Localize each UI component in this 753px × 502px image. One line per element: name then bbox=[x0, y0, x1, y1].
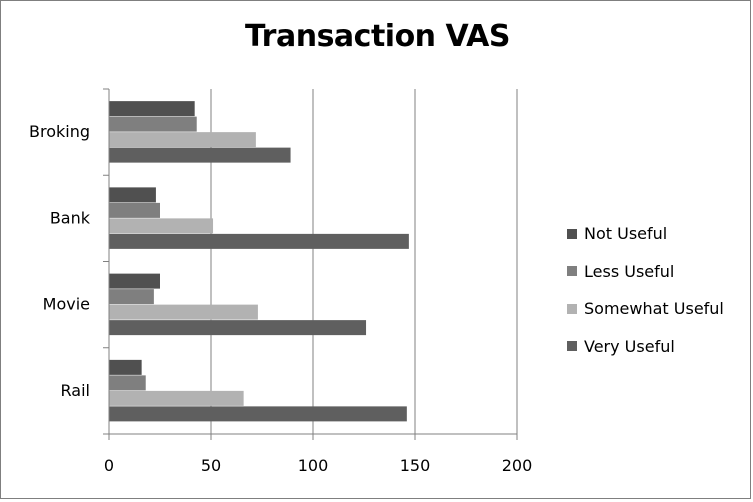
bar-broking-less-useful bbox=[109, 116, 197, 132]
legend-label: Less Useful bbox=[584, 261, 675, 281]
legend-label: Not Useful bbox=[584, 224, 668, 244]
bar-broking-somewhat-useful bbox=[109, 132, 256, 148]
bar-movie-somewhat-useful bbox=[109, 304, 258, 320]
bar-bank-very-useful bbox=[109, 233, 409, 249]
legend-item-somewhat-useful: Somewhat Useful bbox=[567, 290, 724, 328]
x-tick-label-0: 0 bbox=[104, 456, 114, 475]
bar-rail-very-useful bbox=[109, 406, 407, 422]
bar-broking-not-useful bbox=[109, 101, 195, 117]
bar-rail-somewhat-useful bbox=[109, 390, 244, 406]
bar-movie-less-useful bbox=[109, 289, 154, 305]
legend-label: Somewhat Useful bbox=[584, 299, 724, 319]
x-tick-label-100: 100 bbox=[298, 456, 329, 475]
bar-rail-less-useful bbox=[109, 375, 146, 391]
legend: Not Useful Less Useful Somewhat Useful Very… bbox=[567, 215, 724, 365]
legend-label: Very Useful bbox=[584, 336, 675, 356]
category-label-bank: Bank bbox=[50, 208, 91, 227]
legend-swatch bbox=[567, 341, 577, 352]
x-tick-label-50: 50 bbox=[201, 456, 221, 475]
bar-bank-less-useful bbox=[109, 202, 160, 218]
legend-item-less-useful: Less Useful bbox=[567, 253, 724, 291]
bar-bank-somewhat-useful bbox=[109, 218, 214, 234]
bar-broking-very-useful bbox=[109, 147, 291, 163]
category-label-movie: Movie bbox=[43, 295, 90, 314]
bar-movie-not-useful bbox=[109, 273, 160, 289]
category-label-rail: Rail bbox=[61, 381, 90, 400]
legend-swatch bbox=[567, 266, 577, 277]
legend-swatch bbox=[567, 228, 577, 239]
x-tick-label-200: 200 bbox=[502, 456, 533, 475]
legend-item-not-useful: Not Useful bbox=[567, 215, 724, 253]
legend-item-very-useful: Very Useful bbox=[567, 328, 724, 366]
bar-movie-very-useful bbox=[109, 320, 367, 336]
legend-swatch bbox=[567, 303, 577, 314]
bar-bank-not-useful bbox=[109, 187, 156, 203]
category-label-broking: Broking bbox=[29, 122, 90, 141]
chart-title: Transaction VAS bbox=[245, 19, 511, 54]
bar-rail-not-useful bbox=[109, 359, 142, 375]
x-tick-label-150: 150 bbox=[400, 456, 431, 475]
